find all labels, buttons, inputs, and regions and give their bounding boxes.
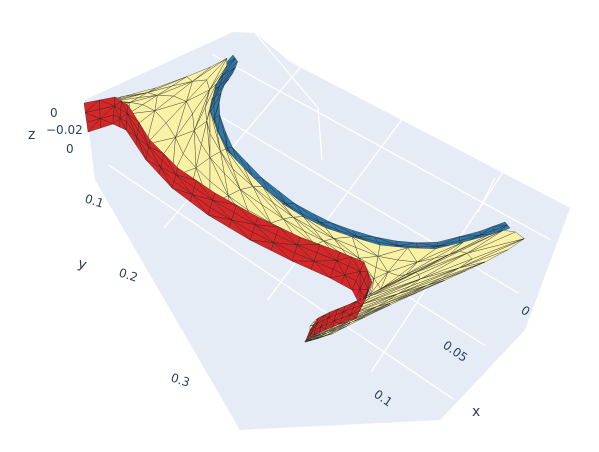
- y-tick-0: 0: [66, 142, 74, 156]
- mesh-wall-red[interactable]: [83, 96, 373, 341]
- wall-red-face: [189, 194, 209, 216]
- y-axis-title: y: [76, 256, 89, 274]
- z-axis: 0 −0.02 z: [28, 106, 83, 143]
- sheet-face: [304, 338, 313, 342]
- wall-red-face: [310, 261, 331, 279]
- back-grid-1: [477, 177, 496, 213]
- wall-red-face: [324, 320, 335, 331]
- z-tick-0: 0: [50, 106, 58, 120]
- mesh-surfaces: [83, 54, 525, 343]
- wall-red-face: [339, 314, 351, 325]
- wall-red-face: [228, 219, 251, 241]
- wall-red-face: [158, 167, 173, 189]
- z-tick-1: −0.02: [46, 123, 83, 137]
- wall-red-face: [100, 118, 114, 129]
- x-axis-title: x: [472, 404, 480, 420]
- x-grid-1: [266, 119, 403, 301]
- sheet-face: [367, 278, 375, 297]
- y-tick-2: 0.2: [117, 266, 139, 285]
- wall-red-face: [270, 242, 293, 262]
- wall-red-face: [340, 274, 353, 291]
- wall-red-face: [313, 326, 322, 336]
- z-axis-title: z: [28, 127, 35, 143]
- wall-red-face: [305, 332, 312, 341]
- back-grid-0: [254, 32, 323, 161]
- y-tick-1: 0.1: [83, 192, 105, 211]
- y-tick-3: 0.3: [169, 371, 191, 390]
- y-grid-0: [211, 53, 551, 241]
- wall-red-face: [135, 137, 147, 161]
- wall-red-face: [119, 118, 127, 131]
- y-grid-3: [108, 164, 454, 400]
